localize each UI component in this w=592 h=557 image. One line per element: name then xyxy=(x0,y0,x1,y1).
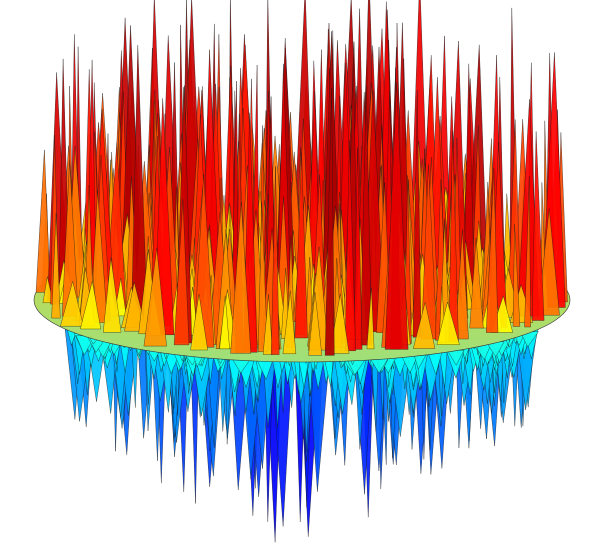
surface-plot xyxy=(0,0,592,557)
page: (() => { JSON.parse(document.getElementB… xyxy=(0,0,592,557)
